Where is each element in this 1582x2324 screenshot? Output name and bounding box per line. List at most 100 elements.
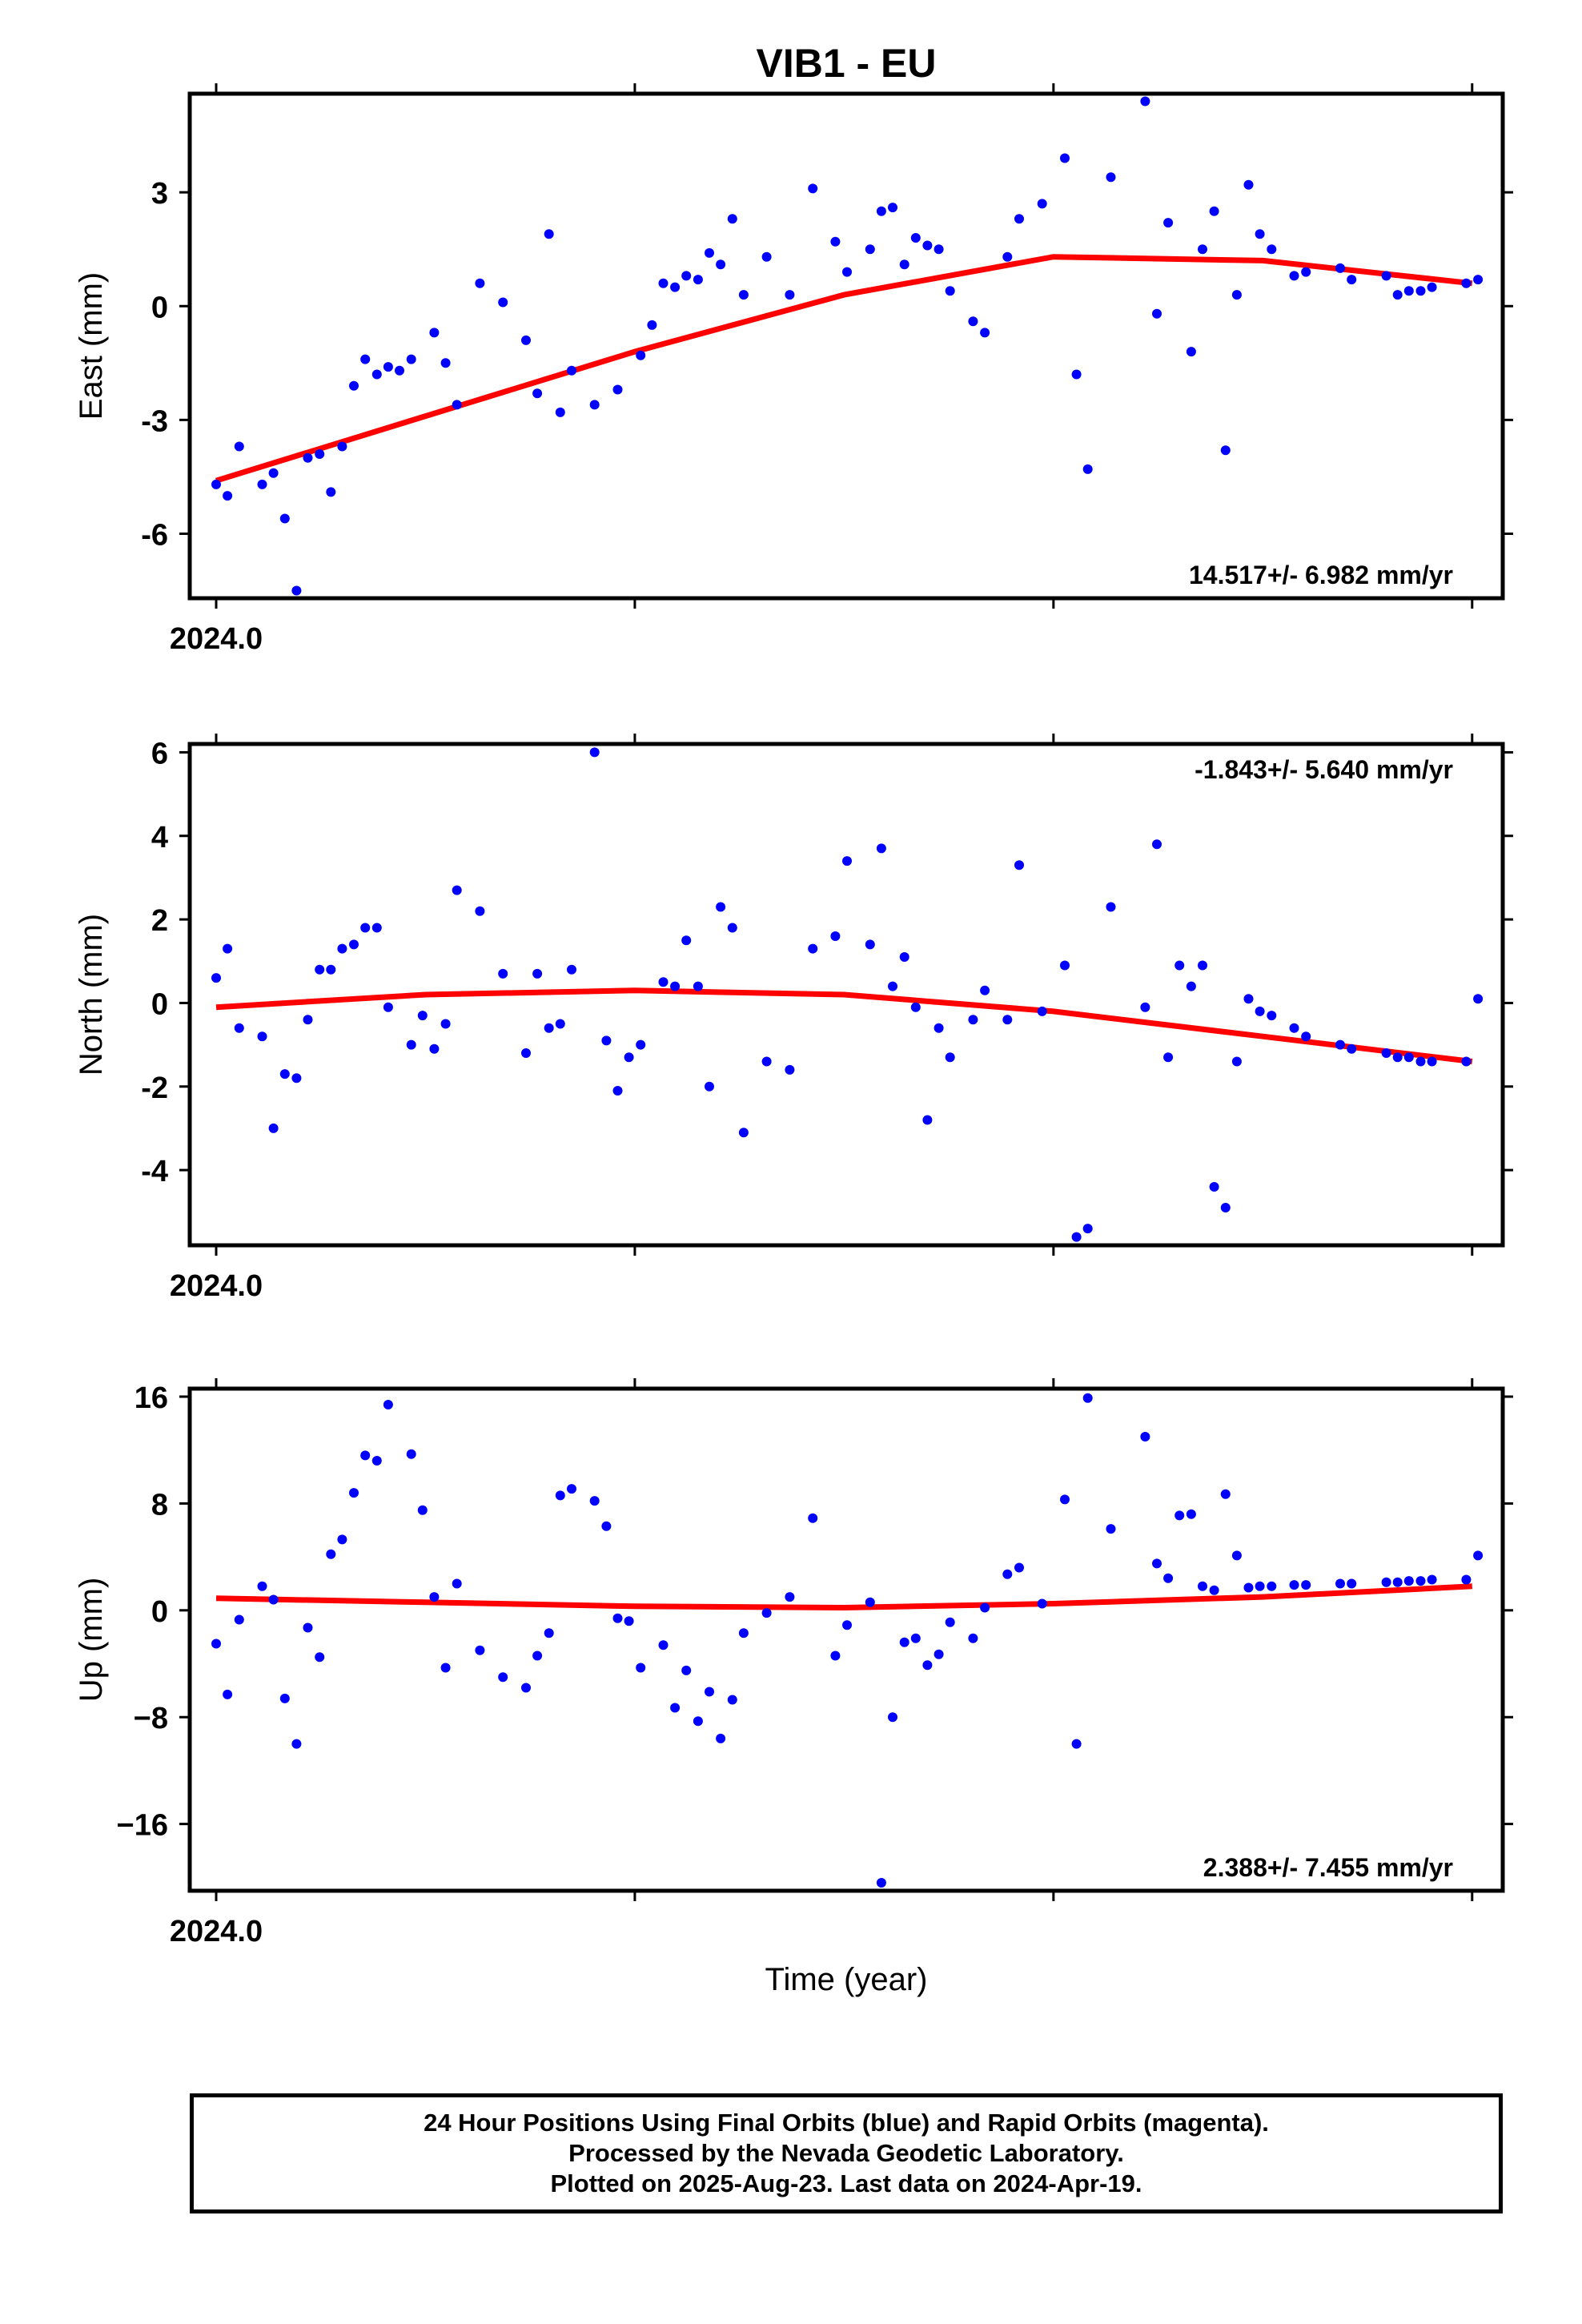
data-point bbox=[968, 1633, 978, 1643]
data-point bbox=[1255, 1006, 1265, 1016]
data-point bbox=[1392, 1052, 1403, 1063]
data-point bbox=[658, 1640, 669, 1651]
data-point bbox=[1403, 1052, 1414, 1063]
data-point bbox=[1082, 1224, 1093, 1234]
data-point bbox=[612, 1086, 623, 1096]
data-point bbox=[521, 1683, 531, 1693]
data-point bbox=[705, 1081, 714, 1092]
data-point bbox=[830, 236, 841, 247]
data-point bbox=[761, 1056, 772, 1067]
data-point bbox=[1037, 199, 1047, 209]
trend-fit-line bbox=[215, 254, 1473, 484]
data-point bbox=[360, 354, 371, 364]
data-point bbox=[842, 856, 852, 866]
y-tick-label: 0 bbox=[151, 987, 168, 1021]
data-point bbox=[337, 441, 347, 452]
data-point bbox=[693, 275, 703, 285]
data-point bbox=[785, 1064, 795, 1075]
data-point bbox=[1002, 1569, 1013, 1579]
data-point bbox=[567, 964, 576, 975]
data-point bbox=[1163, 218, 1174, 228]
y-tick-label: -6 bbox=[141, 518, 168, 552]
data-point bbox=[589, 747, 600, 758]
data-point bbox=[865, 244, 875, 255]
data-point bbox=[716, 259, 726, 270]
data-point bbox=[211, 479, 221, 489]
data-point bbox=[681, 935, 692, 946]
data-point bbox=[727, 1695, 737, 1705]
data-point bbox=[521, 335, 531, 345]
data-point bbox=[1243, 179, 1254, 190]
data-point bbox=[865, 1597, 875, 1607]
data-point bbox=[211, 1638, 221, 1649]
data-point bbox=[1220, 445, 1231, 456]
y-tick-label: 0 bbox=[151, 1595, 168, 1629]
data-point bbox=[1014, 1562, 1024, 1573]
data-point bbox=[1415, 1576, 1426, 1586]
data-point bbox=[326, 964, 336, 975]
data-point bbox=[1220, 1489, 1231, 1499]
data-point bbox=[945, 1052, 955, 1063]
data-point bbox=[1071, 1739, 1082, 1749]
data-point bbox=[658, 278, 669, 288]
data-point bbox=[1301, 1580, 1311, 1590]
data-point bbox=[555, 1490, 565, 1501]
data-point bbox=[1347, 275, 1357, 285]
data-point bbox=[544, 1023, 554, 1033]
data-point bbox=[337, 943, 347, 954]
data-point bbox=[349, 939, 359, 950]
caption-line: Plotted on 2025-Aug-23. Last data on 202… bbox=[550, 2169, 1142, 2197]
data-point bbox=[406, 354, 416, 364]
data-point bbox=[1403, 1576, 1414, 1586]
data-point bbox=[1174, 960, 1185, 971]
data-point bbox=[291, 1073, 302, 1084]
data-point bbox=[1140, 96, 1150, 107]
data-point bbox=[257, 1031, 267, 1042]
data-point bbox=[1415, 286, 1426, 296]
y-tick-label: 4 bbox=[151, 821, 168, 854]
data-point bbox=[234, 1614, 244, 1625]
data-point bbox=[670, 282, 681, 292]
data-point bbox=[349, 1488, 359, 1498]
data-point bbox=[980, 985, 990, 995]
data-point bbox=[223, 491, 233, 501]
data-point bbox=[1381, 1048, 1391, 1058]
data-point bbox=[1060, 1494, 1070, 1505]
y-tick-label: 3 bbox=[151, 177, 168, 211]
data-point bbox=[223, 1689, 233, 1699]
data-point bbox=[888, 1712, 897, 1723]
data-point bbox=[279, 513, 290, 524]
data-point bbox=[383, 1002, 393, 1012]
y-tick-label: 6 bbox=[151, 737, 168, 770]
data-point bbox=[1163, 1052, 1174, 1063]
data-point bbox=[1037, 1006, 1047, 1016]
data-point bbox=[636, 1039, 646, 1050]
data-point bbox=[1186, 981, 1196, 991]
data-point bbox=[1231, 290, 1242, 300]
data-point bbox=[291, 585, 302, 596]
data-point bbox=[1255, 229, 1265, 239]
data-point bbox=[1140, 1432, 1150, 1441]
data-point bbox=[1231, 1056, 1242, 1067]
data-point bbox=[670, 981, 681, 991]
data-point bbox=[1174, 1510, 1185, 1521]
data-point bbox=[899, 1637, 909, 1647]
data-point bbox=[1209, 206, 1219, 216]
data-point bbox=[1002, 1015, 1013, 1025]
data-point bbox=[303, 1015, 313, 1025]
data-point bbox=[934, 1649, 944, 1659]
data-point bbox=[876, 206, 886, 216]
data-point bbox=[693, 981, 703, 991]
data-point bbox=[1347, 1578, 1357, 1589]
data-point bbox=[681, 271, 692, 281]
data-point bbox=[899, 952, 909, 962]
data-point bbox=[980, 328, 990, 338]
plot-frame bbox=[187, 1386, 1505, 1893]
data-point bbox=[532, 388, 543, 399]
data-point bbox=[1106, 1524, 1116, 1534]
data-point bbox=[842, 267, 852, 277]
y-tick-label: 2 bbox=[151, 904, 168, 938]
data-point bbox=[876, 1878, 886, 1888]
data-point bbox=[268, 1594, 279, 1605]
